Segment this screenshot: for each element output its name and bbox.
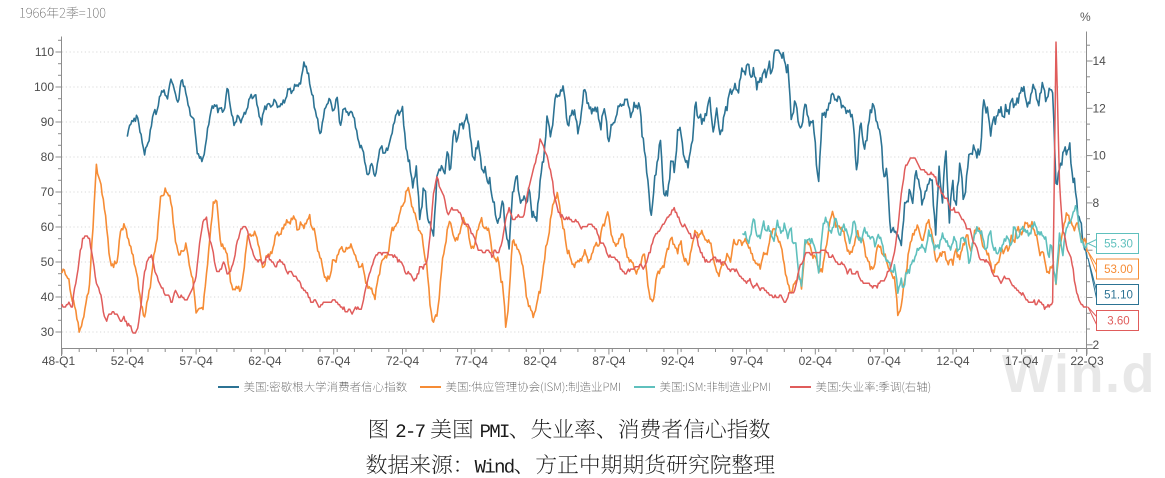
svg-text:8: 8 — [1093, 196, 1100, 210]
svg-text:07-Q4: 07-Q4 — [867, 354, 901, 368]
svg-text:02-Q4: 02-Q4 — [799, 354, 833, 368]
svg-text:48-Q1: 48-Q1 — [42, 354, 76, 368]
svg-text:62-Q4: 62-Q4 — [248, 354, 282, 368]
svg-text:50: 50 — [41, 255, 55, 269]
svg-text:70: 70 — [41, 185, 55, 199]
svg-text:%: % — [1080, 10, 1091, 24]
svg-text:90: 90 — [41, 115, 55, 129]
svg-text:97-Q4: 97-Q4 — [730, 354, 764, 368]
svg-text:110: 110 — [35, 45, 54, 59]
svg-text:12: 12 — [1093, 101, 1107, 115]
svg-text:57-Q4: 57-Q4 — [179, 354, 213, 368]
svg-text:77-Q4: 77-Q4 — [455, 354, 489, 368]
svg-text:60: 60 — [41, 220, 55, 234]
svg-text:30: 30 — [41, 325, 55, 339]
svg-text:87-Q4: 87-Q4 — [592, 354, 626, 368]
svg-text:Win.d: Win.d — [1002, 344, 1156, 404]
svg-text:2: 2 — [1093, 338, 1100, 352]
svg-text:3.60: 3.60 — [1107, 316, 1129, 328]
svg-text:92-Q4: 92-Q4 — [661, 354, 695, 368]
svg-text:40: 40 — [41, 290, 55, 304]
svg-text:72-Q4: 72-Q4 — [386, 354, 420, 368]
svg-text:67-Q4: 67-Q4 — [317, 354, 351, 368]
svg-text:52-Q4: 52-Q4 — [111, 354, 145, 368]
svg-text:12-Q4: 12-Q4 — [936, 354, 970, 368]
svg-text:100: 100 — [34, 80, 54, 94]
svg-text:80: 80 — [41, 150, 55, 164]
svg-text:51.10: 51.10 — [1104, 290, 1133, 302]
svg-text:14: 14 — [1093, 54, 1107, 68]
svg-text:55.30: 55.30 — [1104, 239, 1133, 251]
svg-text:53.00: 53.00 — [1104, 264, 1133, 276]
svg-text:22-Q3: 22-Q3 — [1070, 354, 1104, 368]
svg-text:17-Q4: 17-Q4 — [1005, 354, 1039, 368]
svg-text:10: 10 — [1093, 149, 1107, 163]
svg-text:82-Q4: 82-Q4 — [523, 354, 557, 368]
